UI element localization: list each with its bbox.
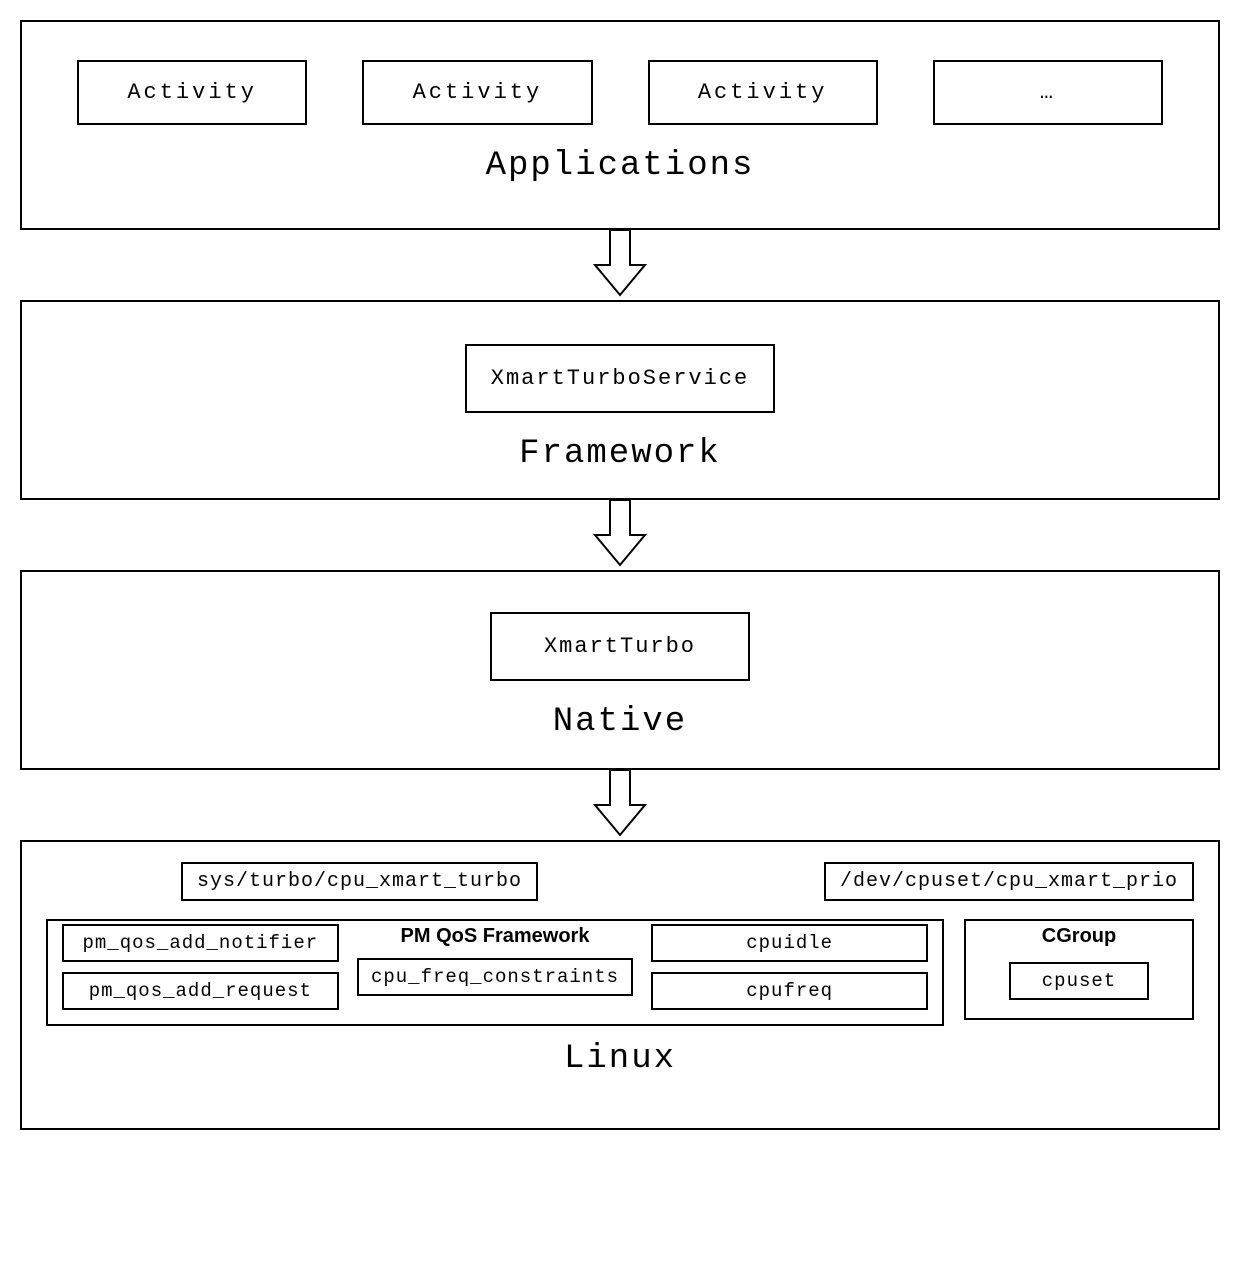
activity-row: Activity Activity Activity …	[77, 60, 1163, 125]
arrow-framework-to-native	[20, 500, 1220, 570]
activity-box: Activity	[77, 60, 307, 125]
sysfs-turbo-path: sys/turbo/cpu_xmart_turbo	[181, 862, 538, 901]
cpuidle-box: cpuidle	[651, 924, 928, 962]
cpu-freq-constraints-box: cpu_freq_constraints	[357, 958, 634, 996]
arrow-native-to-linux	[20, 770, 1220, 840]
activity-box-more: …	[933, 60, 1163, 125]
activity-box: Activity	[648, 60, 878, 125]
pm-qos-add-request-box: pm_qos_add_request	[62, 972, 339, 1010]
xmartturboservice-box: XmartTurboService	[465, 344, 775, 413]
applications-title: Applications	[77, 147, 1163, 185]
activity-box: Activity	[362, 60, 592, 125]
native-layer: XmartTurbo Native	[20, 570, 1220, 770]
cgroup-box: CGroup cpuset	[964, 919, 1194, 1020]
linux-paths-row: sys/turbo/cpu_xmart_turbo /dev/cpuset/cp…	[46, 862, 1194, 901]
applications-layer: Activity Activity Activity … Application…	[20, 20, 1220, 230]
native-title: Native	[22, 703, 1218, 741]
framework-layer: XmartTurboService Framework	[20, 300, 1220, 500]
cgroup-title: CGroup	[986, 925, 1172, 948]
pm-qos-framework-box: PM QoS Framework pm_qos_add_notifier cpu…	[46, 919, 944, 1026]
linux-layer: sys/turbo/cpu_xmart_turbo /dev/cpuset/cp…	[20, 840, 1220, 1130]
pm-qos-add-notifier-box: pm_qos_add_notifier	[62, 924, 339, 962]
arrow-app-to-framework	[20, 230, 1220, 300]
xmartturbo-box: XmartTurbo	[490, 612, 750, 681]
down-arrow-icon	[590, 230, 650, 300]
down-arrow-icon	[590, 770, 650, 840]
linux-subsystems-row: PM QoS Framework pm_qos_add_notifier cpu…	[46, 919, 1194, 1026]
framework-title: Framework	[22, 435, 1218, 473]
down-arrow-icon	[590, 500, 650, 570]
linux-title: Linux	[46, 1040, 1194, 1078]
cpuset-box: cpuset	[1009, 962, 1149, 1000]
dev-cpuset-path: /dev/cpuset/cpu_xmart_prio	[824, 862, 1194, 901]
cpufreq-box: cpufreq	[651, 972, 928, 1010]
